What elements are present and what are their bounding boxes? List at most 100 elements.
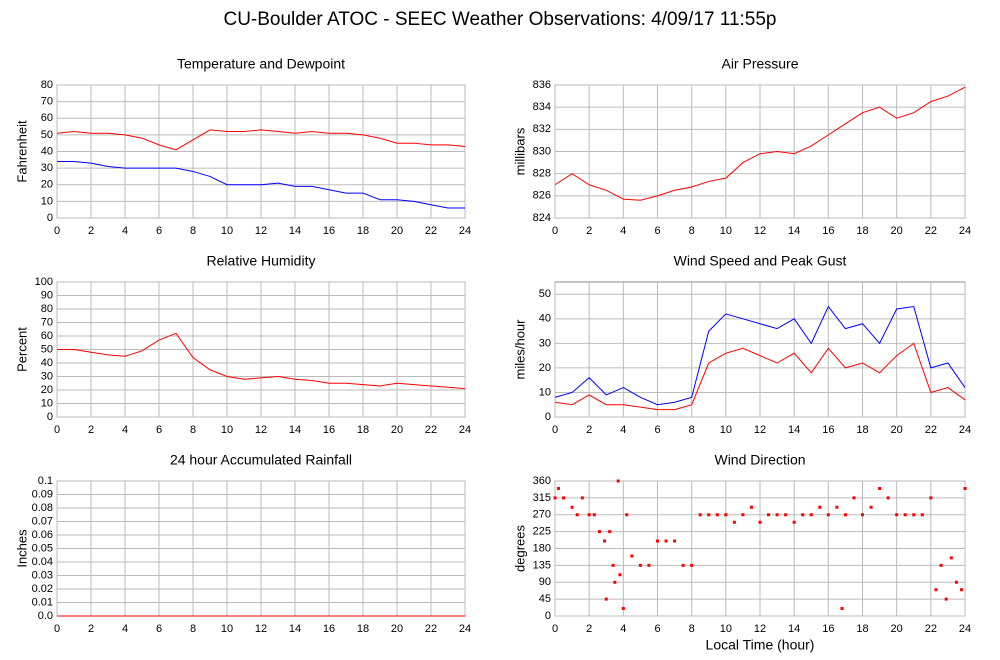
x-tick-label: 4 (620, 225, 626, 237)
x-tick-label: 24 (959, 623, 971, 635)
y-tick-label: 180 (533, 542, 551, 554)
x-tick-label: 16 (323, 623, 335, 635)
x-tick-label: 22 (425, 424, 437, 436)
y-tick-label: 0.05 (32, 542, 53, 554)
x-axis-label: Local Time (hour) (706, 637, 815, 653)
y-tick-label: 80 (41, 79, 53, 91)
x-tick-label: 4 (122, 623, 128, 635)
x-tick-label: 20 (891, 623, 903, 635)
point (724, 513, 728, 517)
x-tick-label: 6 (654, 225, 660, 237)
y-axis-label: miles/hour (512, 319, 527, 380)
y-tick-label: 20 (41, 384, 53, 396)
y-axis-label: Inches (14, 529, 29, 568)
chart-title: Temperature and Dewpoint (177, 56, 345, 72)
x-tick-label: 24 (459, 623, 471, 635)
y-tick-label: 0.08 (32, 502, 53, 514)
point (575, 513, 579, 517)
y-tick-label: 225 (533, 526, 551, 538)
y-tick-label: 70 (41, 96, 53, 108)
series-line (57, 332, 466, 390)
y-tick-label: 45 (539, 593, 551, 605)
point (903, 513, 907, 517)
series-line (56, 129, 466, 151)
x-tick-label: 24 (959, 424, 971, 436)
point (592, 513, 596, 517)
x-tick-label: 14 (289, 623, 301, 635)
y-tick-label: 10 (41, 397, 53, 409)
x-tick-label: 12 (754, 623, 766, 635)
x-tick-label: 2 (88, 225, 94, 237)
x-tick-label: 0 (552, 225, 558, 237)
x-tick-label: 22 (425, 623, 437, 635)
series-line (57, 160, 465, 209)
point (570, 505, 574, 509)
point (741, 513, 745, 517)
x-tick-label: 16 (822, 424, 834, 436)
y-tick-label: 0.06 (32, 529, 53, 541)
point (869, 505, 873, 509)
page-title: CU-Boulder ATOC - SEEC Weather Observati… (223, 9, 776, 30)
y-axis-label: degrees (512, 525, 527, 572)
x-tick-label: 12 (255, 424, 267, 436)
point (562, 496, 566, 500)
x-tick-label: 20 (891, 424, 903, 436)
x-tick-label: 6 (654, 623, 660, 635)
y-tick-label: 80 (41, 303, 53, 315)
x-tick-label: 12 (754, 225, 766, 237)
point (616, 479, 620, 483)
chart-title: 24 hour Accumulated Rainfall (170, 452, 352, 468)
point (604, 597, 608, 601)
point (621, 607, 625, 610)
y-tick-label: 50 (41, 343, 53, 355)
x-tick-label: 10 (720, 424, 732, 436)
x-tick-label: 20 (891, 225, 903, 237)
y-tick-label: 20 (41, 179, 53, 191)
x-tick-label: 12 (754, 424, 766, 436)
point (673, 539, 677, 543)
y-tick-label: 30 (539, 337, 551, 349)
point (608, 530, 612, 534)
x-tick-label: 10 (720, 225, 732, 237)
y-tick-label: 0.0 (38, 610, 53, 622)
x-tick-label: 6 (156, 623, 162, 635)
point (767, 513, 771, 517)
x-tick-label: 18 (856, 225, 868, 237)
chart-title: Relative Humidity (207, 253, 316, 269)
point (949, 556, 953, 560)
point (618, 573, 622, 577)
point (929, 496, 933, 500)
y-tick-label: 0 (545, 610, 551, 622)
point (556, 487, 560, 490)
series-line (554, 342, 966, 411)
point (613, 580, 617, 584)
point (715, 513, 719, 517)
y-tick-label: 90 (539, 576, 551, 588)
x-tick-label: 16 (822, 225, 834, 237)
x-tick-label: 22 (925, 424, 937, 436)
y-tick-label: 0.03 (32, 569, 53, 581)
x-tick-label: 6 (156, 424, 162, 436)
point (587, 513, 591, 517)
x-tick-label: 0 (552, 623, 558, 635)
y-tick-label: 90 (41, 289, 53, 301)
x-tick-label: 24 (959, 225, 971, 237)
point (861, 513, 864, 517)
x-tick-label: 18 (357, 424, 369, 436)
x-tick-label: 12 (255, 623, 267, 635)
y-tick-label: 50 (41, 129, 53, 141)
x-tick-label: 4 (122, 424, 128, 436)
point (912, 513, 916, 517)
x-tick-label: 4 (620, 424, 626, 436)
point (597, 530, 601, 534)
x-tick-label: 14 (289, 424, 301, 436)
y-tick-label: 0.01 (32, 596, 53, 608)
x-tick-label: 6 (654, 424, 660, 436)
y-tick-label: 60 (41, 330, 53, 342)
x-tick-label: 2 (586, 225, 592, 237)
y-tick-label: 10 (539, 386, 551, 398)
point (603, 539, 607, 543)
x-tick-label: 10 (221, 424, 233, 436)
point (664, 539, 668, 543)
x-tick-label: 22 (425, 225, 437, 237)
